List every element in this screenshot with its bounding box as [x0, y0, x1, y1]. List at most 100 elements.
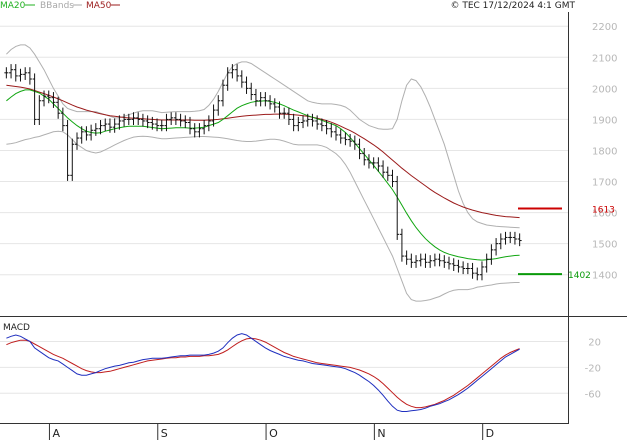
bbands-lower-line [6, 130, 520, 302]
ohlc-bar [42, 90, 47, 107]
price-y-tick-label: 2200 [592, 22, 617, 33]
support-label: 1402 [568, 271, 591, 281]
ohlc-bar [93, 123, 98, 136]
ohlc-bar [206, 115, 211, 132]
ohlc-bar [56, 96, 61, 119]
ohlc-bar [202, 120, 207, 135]
ohlc-bar [395, 175, 400, 240]
ohlc-bar [282, 107, 287, 119]
ohlc-bar [51, 92, 56, 108]
legend-bbands: BBands [40, 1, 74, 11]
ohlc-bar [503, 231, 508, 245]
ohlc-bar [366, 154, 371, 169]
ohlc-bar [432, 253, 437, 267]
macd-signal-line [6, 337, 520, 409]
price-y-tick-label: 1600 [592, 209, 617, 220]
ohlc-bar [122, 113, 127, 127]
ohlc-bar [27, 67, 32, 85]
ohlc-bar [315, 115, 320, 130]
ohlc-bar [465, 262, 470, 275]
ohlc-bar [183, 115, 188, 129]
ohlc-bar [305, 113, 310, 127]
ohlc-bar [112, 118, 117, 133]
price-gridlines [0, 25, 568, 276]
ohlc-bar [348, 134, 353, 147]
ohlc-bar [239, 70, 244, 88]
price-y-tick-label: 1900 [592, 115, 617, 126]
ohlc-bar [192, 123, 197, 138]
ohlc-bar [399, 228, 404, 262]
ohlc-bar [428, 255, 433, 268]
ohlc-bar [178, 113, 183, 127]
ohlc-bar [235, 64, 240, 82]
price-y-tick-label: 1500 [592, 240, 617, 251]
macd-y-tick-label: -60 [585, 389, 601, 400]
ohlc-bar [268, 95, 273, 110]
copyright-label: © TEC 17/12/2024 4:1 GMT [450, 1, 575, 11]
ohlc-bar [74, 132, 79, 150]
ohlc-bar [155, 118, 160, 132]
ohlc-bar [230, 64, 235, 79]
price-bars [4, 64, 522, 281]
ohlc-bar [409, 253, 414, 268]
ohlc-bar [479, 261, 484, 281]
ohlc-bar [404, 250, 409, 265]
price-y-tick-label: 2100 [592, 53, 617, 64]
ohlc-bar [456, 259, 461, 273]
ohlc-bar [385, 166, 390, 181]
ohlc-bar [371, 157, 376, 169]
ohlc-bar [220, 79, 225, 107]
ohlc-bar [249, 82, 254, 101]
ohlc-bar [159, 120, 164, 132]
macd-y-tick-label: 20 [588, 337, 601, 348]
ohlc-bar [253, 88, 258, 107]
macd-series [6, 333, 520, 412]
ohlc-bar [333, 126, 338, 141]
price-y-tick-label: 1700 [592, 178, 617, 189]
ohlc-bar [338, 129, 343, 144]
ohlc-bar [272, 98, 277, 113]
ohlc-bar [103, 118, 108, 132]
ohlc-bar [18, 68, 23, 82]
ohlc-bar [423, 253, 428, 268]
legend-ma20: MA20 [0, 1, 26, 11]
macd-title: MACD [3, 323, 30, 333]
ohlc-bar [381, 160, 386, 178]
ohlc-bar [211, 104, 216, 127]
legend: MA20 BBands MA50 [0, 1, 120, 11]
ohlc-bar [225, 67, 230, 91]
ohlc-bar [414, 255, 419, 268]
ohlc-bar [286, 107, 291, 125]
ohlc-bar [451, 258, 456, 271]
ohlc-bar [475, 267, 480, 281]
ohlc-bar [376, 157, 381, 172]
ohlc-bar [296, 116, 301, 132]
x-month-label: N [377, 427, 385, 440]
ohlc-bar [512, 231, 517, 245]
ohlc-bar [60, 107, 65, 132]
price-y-tick-label: 1400 [592, 271, 617, 282]
ohlc-bar [357, 138, 362, 160]
ohlc-bar [4, 67, 9, 79]
ohlc-bar [470, 262, 475, 279]
ohlc-bar [131, 112, 136, 125]
ohlc-bar [188, 116, 193, 135]
ohlc-bar [169, 112, 174, 125]
ohlc-bar [517, 233, 522, 247]
ohlc-bar [343, 132, 348, 146]
ohlc-bar [197, 123, 202, 138]
ohlc-bar [84, 126, 89, 141]
ohlc-bar [9, 64, 14, 79]
ohlc-bar [32, 73, 37, 125]
legend-ma50: MA50 [86, 1, 112, 11]
ohlc-bar [263, 92, 268, 107]
macd-line [6, 333, 520, 412]
macd-y-axis: 20 -20 -60 [585, 337, 601, 400]
ohlc-bar [65, 120, 70, 181]
ohlc-bar [70, 138, 75, 181]
ohlc-bar [310, 113, 315, 127]
ohlc-bar [324, 120, 329, 135]
ohlc-bar [291, 113, 296, 132]
